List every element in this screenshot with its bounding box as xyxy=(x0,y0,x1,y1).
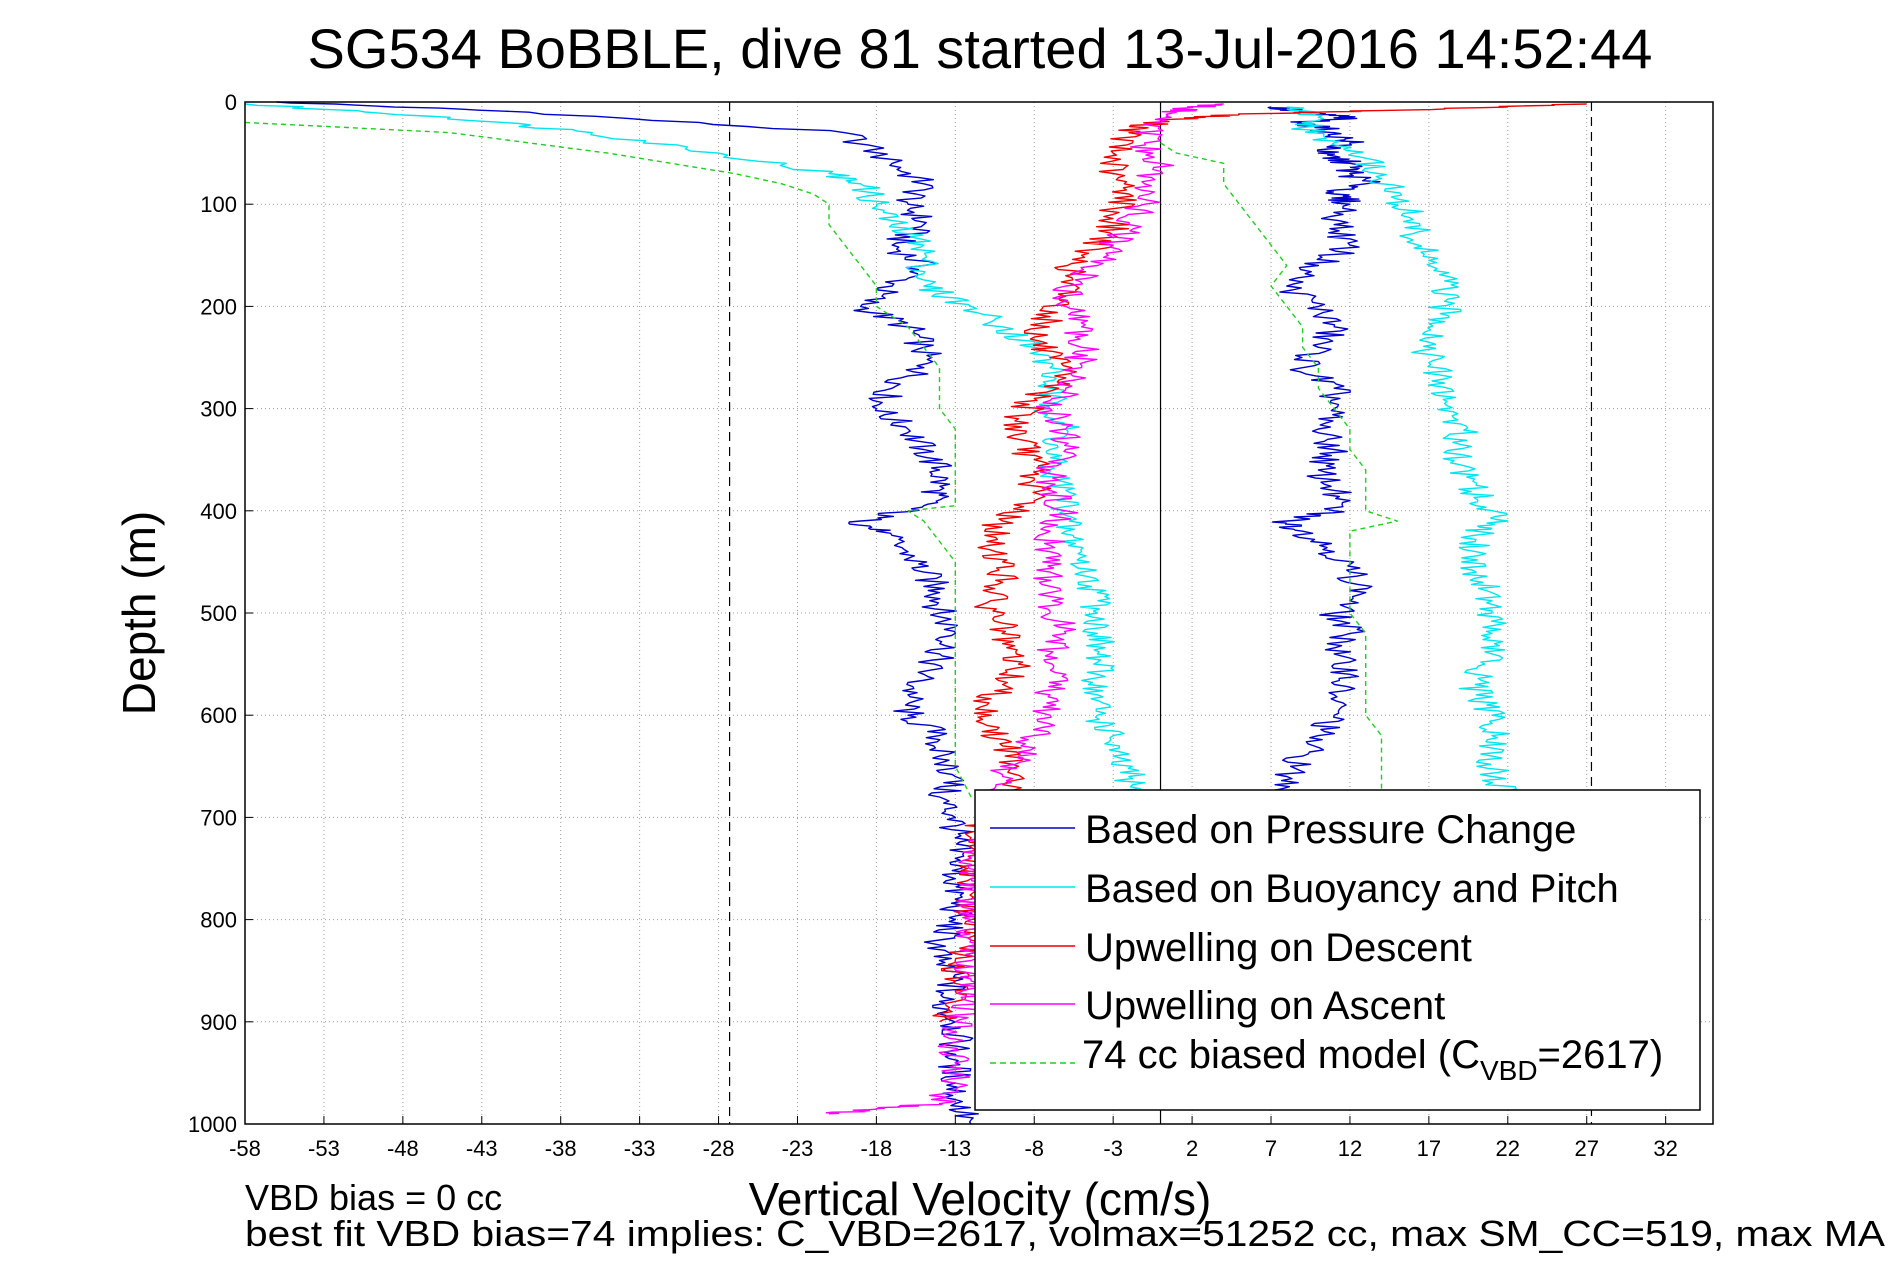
x-tick-label: -28 xyxy=(703,1136,735,1161)
x-axis-ticks: -58 -53 -48 -43 -38 -33 -28 -23 -18 -13 -8 -3 2 7 12 17… xyxy=(229,1116,1678,1161)
series-2 xyxy=(244,103,1517,798)
best-fit-note: best fit VBD bias=74 implies: C_VBD=2617… xyxy=(245,1213,1885,1254)
series-line xyxy=(1160,142,1398,797)
x-tick-label: -43 xyxy=(466,1136,498,1161)
legend-label-model: 74 cc biased model (CVBD=2617) xyxy=(1082,1033,1663,1086)
x-axis-label: Vertical Velocity (cm/s) xyxy=(749,1173,1212,1225)
x-tick-label: 32 xyxy=(1653,1136,1677,1161)
legend-label-ascent: Upwelling on Ascent xyxy=(1085,984,1445,1028)
legend-label-model-suffix: =2617) xyxy=(1538,1033,1664,1077)
y-tick-label: 900 xyxy=(200,1010,237,1035)
x-tick-label: -23 xyxy=(782,1136,814,1161)
series-4 xyxy=(825,103,1224,1115)
x-tick-label: -53 xyxy=(308,1136,340,1161)
legend-label-buoyancy: Based on Buoyancy and Pitch xyxy=(1085,867,1619,911)
y-tick-label: 500 xyxy=(200,601,237,626)
y-axis-ticks: 0 100 200 300 400 500 600 700 800 900 1000 xyxy=(188,90,253,1137)
legend: Based on Pressure Change Based on Buoyan… xyxy=(974,789,1701,1111)
x-tick-label: 12 xyxy=(1338,1136,1362,1161)
x-tick-label: 7 xyxy=(1265,1136,1277,1161)
y-axis-label: Depth (m) xyxy=(113,511,165,715)
y-tick-label: 400 xyxy=(200,499,237,524)
y-tick-label: 600 xyxy=(200,703,237,728)
legend-box xyxy=(974,789,1701,1111)
x-tick-label: -8 xyxy=(1024,1136,1044,1161)
y-tick-label: 300 xyxy=(200,397,237,422)
y-tick-label: 0 xyxy=(225,90,237,115)
x-tick-label: -13 xyxy=(939,1136,971,1161)
x-tick-label: 17 xyxy=(1417,1136,1441,1161)
legend-label-model-sub: VBD xyxy=(1480,1055,1538,1086)
legend-label-descent: Upwelling on Descent xyxy=(1085,926,1472,970)
y-tick-label: 1000 xyxy=(188,1112,237,1137)
series-line xyxy=(244,103,1146,798)
series-5 xyxy=(244,121,1398,798)
x-tick-label: -38 xyxy=(545,1136,577,1161)
series-line xyxy=(1286,106,1517,798)
legend-label-pressure: Based on Pressure Change xyxy=(1085,808,1576,852)
legend-label-model-prefix: 74 cc biased model (C xyxy=(1082,1033,1480,1077)
x-tick-label: 2 xyxy=(1186,1136,1198,1161)
chart-title: SG534 BoBBLE, dive 81 started 13-Jul-201… xyxy=(308,17,1653,80)
x-tick-label: -33 xyxy=(624,1136,656,1161)
x-tick-label: 22 xyxy=(1496,1136,1520,1161)
x-tick-label: -48 xyxy=(387,1136,419,1161)
x-tick-label: -18 xyxy=(860,1136,892,1161)
vbd-bias-note: VBD bias = 0 cc xyxy=(245,1177,502,1218)
y-tick-label: 700 xyxy=(200,805,237,830)
x-tick-label: 27 xyxy=(1574,1136,1598,1161)
series-line xyxy=(244,121,972,798)
x-tick-label: -3 xyxy=(1103,1136,1123,1161)
y-tick-label: 200 xyxy=(200,294,237,319)
y-tick-label: 800 xyxy=(200,908,237,933)
x-tick-label: -58 xyxy=(229,1136,261,1161)
y-tick-label: 100 xyxy=(200,192,237,217)
series-line xyxy=(825,103,1224,1115)
